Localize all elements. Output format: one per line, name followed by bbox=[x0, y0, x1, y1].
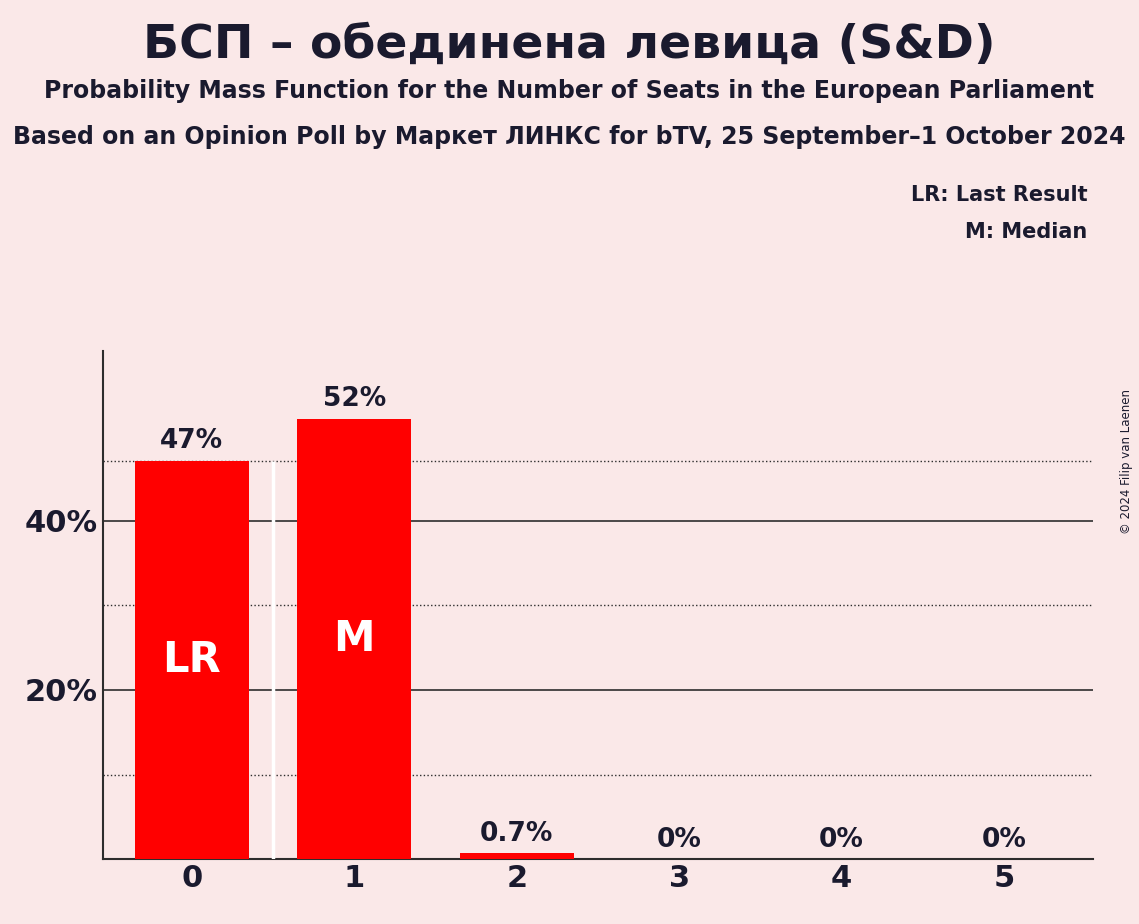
Text: © 2024 Filip van Laenen: © 2024 Filip van Laenen bbox=[1121, 390, 1133, 534]
Text: 0%: 0% bbox=[819, 827, 865, 853]
Text: БСП – обединена левица (S&D): БСП – обединена левица (S&D) bbox=[144, 23, 995, 68]
Bar bbox=[136, 461, 248, 859]
Text: LR: LR bbox=[163, 639, 221, 681]
Text: 47%: 47% bbox=[161, 429, 223, 455]
Text: M: Median: M: Median bbox=[966, 222, 1088, 242]
Text: 0.7%: 0.7% bbox=[480, 821, 554, 846]
Text: Based on an Opinion Poll by Маркет ЛИНКС for bTV, 25 September–1 October 2024: Based on an Opinion Poll by Маркет ЛИНКС… bbox=[14, 125, 1125, 149]
Bar bbox=[460, 854, 574, 859]
Bar bbox=[297, 419, 411, 859]
Text: 0%: 0% bbox=[657, 827, 702, 853]
Text: 0%: 0% bbox=[982, 827, 1026, 853]
Text: Probability Mass Function for the Number of Seats in the European Parliament: Probability Mass Function for the Number… bbox=[44, 79, 1095, 103]
Text: LR: Last Result: LR: Last Result bbox=[911, 185, 1088, 205]
Text: 52%: 52% bbox=[322, 386, 386, 412]
Text: M: M bbox=[334, 618, 375, 660]
